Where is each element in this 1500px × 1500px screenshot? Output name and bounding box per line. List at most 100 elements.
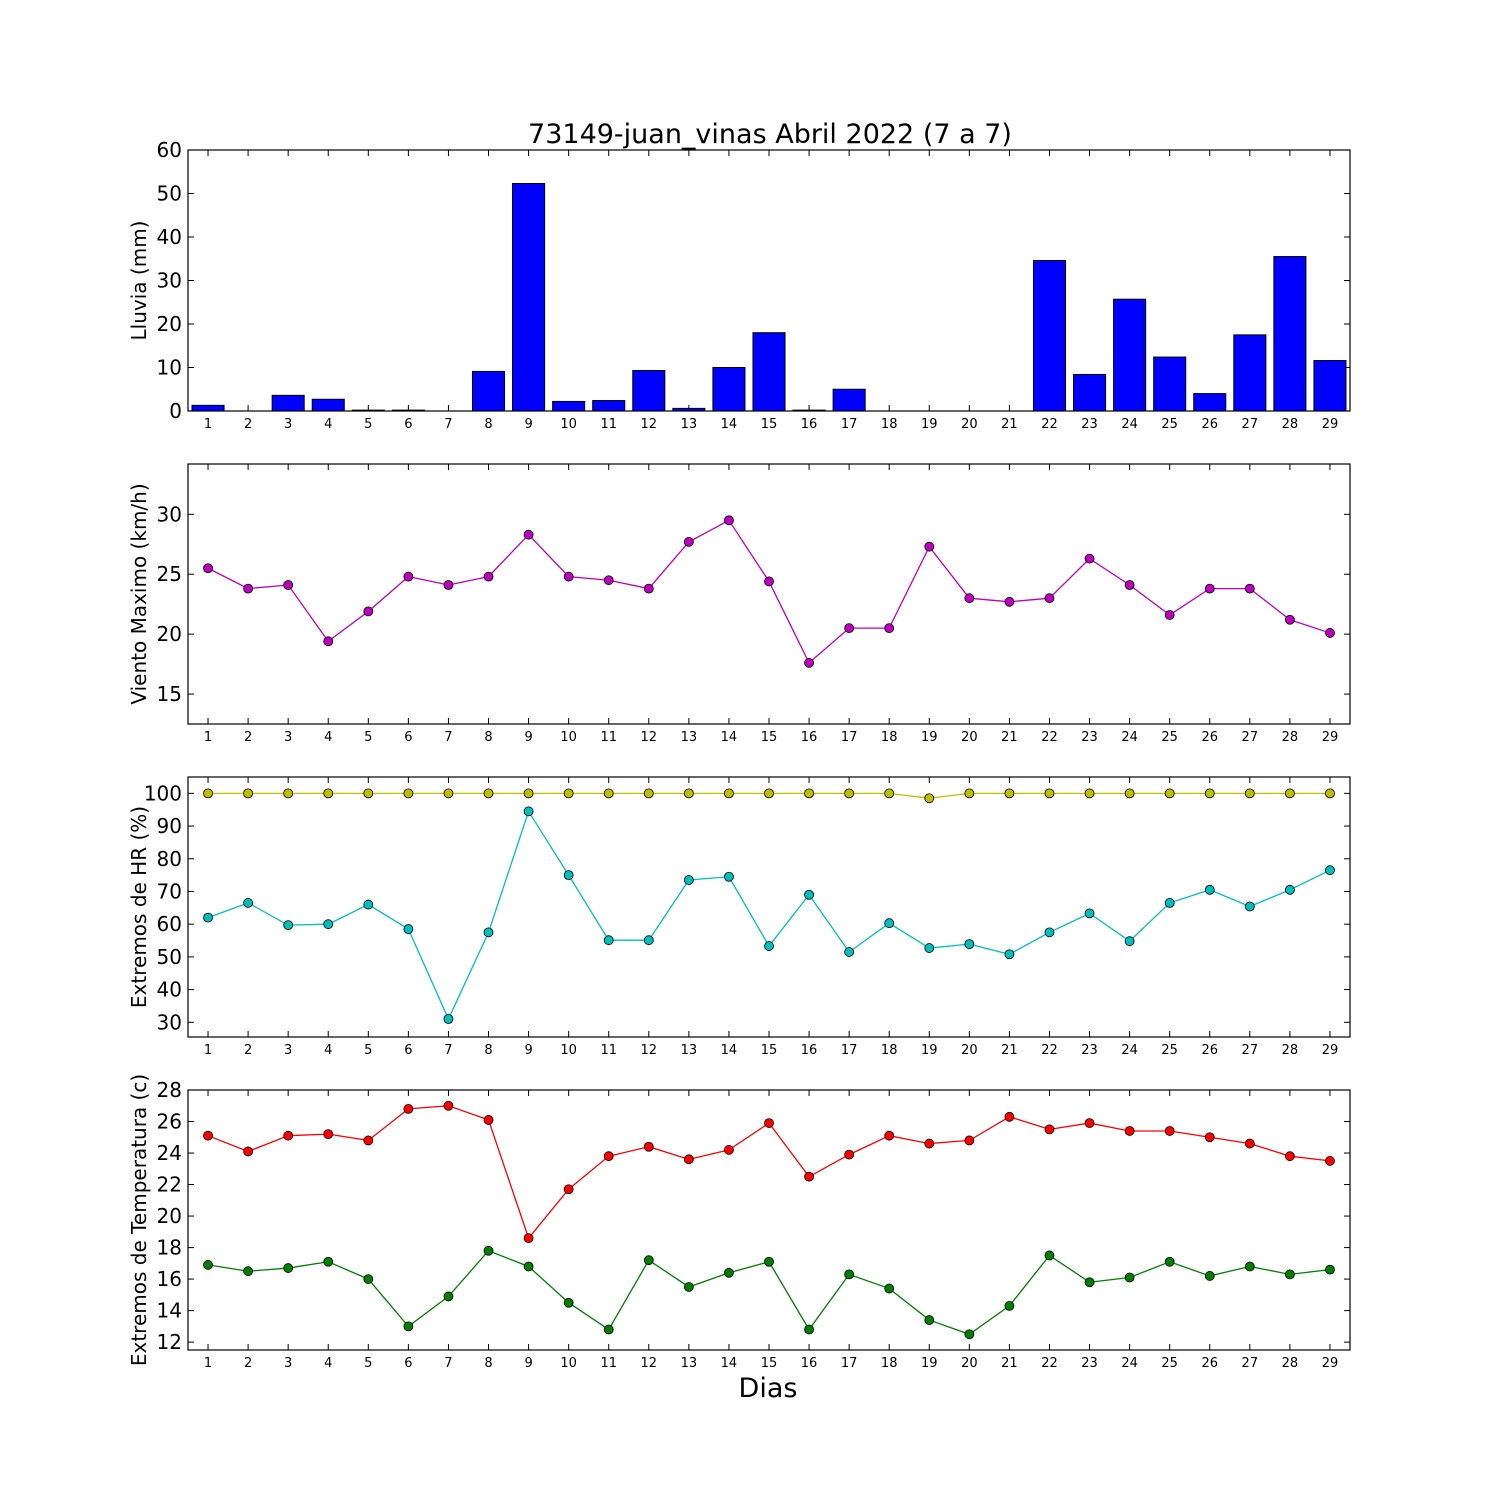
x-tick-label: 6 bbox=[404, 730, 412, 745]
x-tick-label: 22 bbox=[1041, 417, 1058, 432]
data-point bbox=[203, 563, 213, 574]
data-point bbox=[603, 935, 614, 946]
data-point bbox=[1004, 949, 1015, 960]
data-point bbox=[804, 1324, 814, 1335]
data-point bbox=[603, 1324, 614, 1335]
data-point bbox=[403, 1104, 414, 1114]
x-tick-label: 3 bbox=[284, 1356, 292, 1371]
y-tick-label: 22 bbox=[157, 1173, 182, 1197]
data-point bbox=[764, 788, 774, 799]
bar bbox=[632, 370, 666, 412]
x-tick-label: 27 bbox=[1242, 417, 1259, 432]
data-point bbox=[1284, 1269, 1295, 1280]
data-point bbox=[563, 1297, 574, 1308]
data-point bbox=[724, 1267, 734, 1278]
bar bbox=[1113, 298, 1147, 412]
data-point bbox=[1004, 788, 1015, 799]
x-tick-label: 16 bbox=[801, 1043, 818, 1058]
plot-frame bbox=[187, 463, 1351, 725]
data-point bbox=[1004, 1300, 1015, 1311]
x-tick-label: 20 bbox=[961, 1043, 978, 1058]
x-tick-label: 17 bbox=[841, 417, 858, 432]
data-point bbox=[523, 529, 534, 540]
data-point bbox=[203, 1130, 213, 1141]
x-tick-label: 14 bbox=[721, 730, 738, 745]
data-point bbox=[323, 636, 334, 647]
x-tick-label: 15 bbox=[761, 1043, 778, 1058]
data-point bbox=[1284, 614, 1295, 625]
data-point bbox=[1284, 788, 1295, 799]
data-point bbox=[323, 788, 334, 799]
data-point bbox=[1284, 884, 1295, 895]
data-point bbox=[283, 920, 294, 931]
x-tick-label: 20 bbox=[961, 417, 978, 432]
data-point bbox=[443, 788, 454, 799]
data-point bbox=[483, 788, 494, 799]
data-point bbox=[243, 788, 254, 799]
y-tick-label: 16 bbox=[157, 1267, 182, 1291]
x-tick-label: 26 bbox=[1201, 417, 1218, 432]
x-tick-label: 16 bbox=[801, 730, 818, 745]
data-point bbox=[924, 1315, 935, 1325]
y-tick-label: 100 bbox=[144, 781, 182, 805]
data-point bbox=[363, 788, 374, 799]
y-tick-label: 80 bbox=[157, 847, 182, 871]
data-point bbox=[844, 788, 855, 799]
x-tick-label: 16 bbox=[801, 417, 818, 432]
data-point bbox=[724, 788, 734, 799]
x-tick-label: 26 bbox=[1201, 1356, 1218, 1371]
data-point bbox=[964, 593, 975, 604]
x-tick-label: 13 bbox=[681, 417, 698, 432]
data-point bbox=[363, 1135, 374, 1146]
x-tick-label: 27 bbox=[1242, 1356, 1259, 1371]
x-tick-label: 27 bbox=[1242, 1043, 1259, 1058]
x-tick-label: 5 bbox=[364, 730, 372, 745]
y-tick-label: 14 bbox=[157, 1299, 182, 1323]
x-tick-label: 29 bbox=[1322, 1356, 1339, 1371]
data-point bbox=[924, 793, 935, 804]
data-point bbox=[563, 1184, 574, 1195]
data-point bbox=[884, 623, 895, 634]
x-tick-label: 7 bbox=[444, 1043, 452, 1058]
x-tick-label: 21 bbox=[1001, 1043, 1018, 1058]
data-point bbox=[363, 1274, 374, 1284]
y-axis-label: Extremos de Temperatura (c) bbox=[127, 1074, 151, 1366]
x-tick-label: 19 bbox=[921, 1356, 938, 1371]
series-line bbox=[207, 519, 1331, 664]
data-point bbox=[1325, 788, 1335, 799]
data-point bbox=[1164, 898, 1175, 908]
x-tick-label: 11 bbox=[600, 1043, 617, 1058]
data-point bbox=[884, 788, 895, 799]
x-tick-label: 18 bbox=[881, 1356, 898, 1371]
x-tick-label: 10 bbox=[560, 730, 577, 745]
data-point bbox=[884, 1130, 895, 1141]
bar bbox=[712, 367, 746, 412]
x-tick-label: 5 bbox=[364, 1043, 372, 1058]
data-point bbox=[203, 912, 213, 923]
x-tick-label: 28 bbox=[1282, 1043, 1299, 1058]
x-tick-label: 14 bbox=[721, 417, 738, 432]
data-point bbox=[1244, 1261, 1255, 1272]
data-point bbox=[283, 1130, 294, 1141]
data-point bbox=[1004, 596, 1015, 607]
y-tick-label: 40 bbox=[157, 225, 182, 249]
x-tick-label: 28 bbox=[1282, 730, 1299, 745]
data-point bbox=[363, 606, 374, 617]
x-tick-label: 2 bbox=[244, 1356, 252, 1371]
data-point bbox=[964, 939, 975, 950]
data-point bbox=[764, 941, 774, 951]
y-tick-label: 20 bbox=[157, 622, 182, 646]
data-point bbox=[724, 1144, 734, 1155]
bar bbox=[832, 388, 866, 412]
y-tick-label: 50 bbox=[157, 945, 182, 969]
data-point bbox=[964, 1135, 975, 1146]
data-point bbox=[1084, 1118, 1095, 1128]
x-tick-label: 5 bbox=[364, 417, 372, 432]
data-point bbox=[643, 1141, 654, 1152]
x-tick-label: 9 bbox=[524, 1043, 532, 1058]
data-point bbox=[283, 788, 294, 799]
y-axis-label: Viento Maximo (km/h) bbox=[127, 483, 151, 704]
x-tick-label: 21 bbox=[1001, 417, 1018, 432]
x-tick-label: 8 bbox=[484, 1043, 492, 1058]
